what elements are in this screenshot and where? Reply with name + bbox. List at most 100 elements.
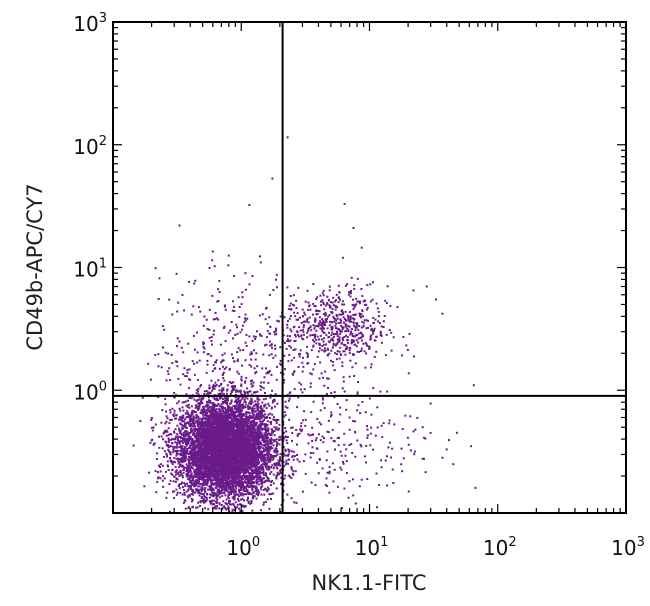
event-point bbox=[204, 476, 207, 479]
event-point bbox=[268, 438, 271, 441]
event-point bbox=[198, 466, 201, 469]
event-point bbox=[174, 438, 177, 441]
event-point bbox=[192, 415, 195, 418]
event-point bbox=[182, 409, 185, 412]
event-point bbox=[189, 486, 192, 489]
event-point bbox=[197, 488, 200, 491]
event-point bbox=[240, 429, 243, 432]
event-point bbox=[241, 403, 244, 406]
event-point bbox=[245, 463, 248, 466]
event-point bbox=[237, 445, 240, 447]
event-point bbox=[246, 432, 249, 434]
event-point bbox=[199, 401, 202, 404]
event-point bbox=[216, 498, 219, 501]
event-point bbox=[260, 460, 263, 463]
event-point bbox=[234, 484, 237, 487]
event-point bbox=[260, 429, 263, 431]
event-point bbox=[256, 441, 259, 443]
event-point bbox=[207, 404, 210, 407]
event-point bbox=[226, 414, 229, 417]
event-point bbox=[226, 461, 228, 464]
event-point bbox=[169, 479, 172, 482]
event-point bbox=[211, 389, 214, 392]
event-point bbox=[238, 507, 240, 510]
event-point bbox=[178, 461, 181, 464]
event-point bbox=[159, 463, 162, 466]
event-point bbox=[236, 407, 239, 410]
event-point bbox=[287, 458, 290, 461]
event-point bbox=[246, 499, 249, 502]
event-point bbox=[171, 463, 174, 466]
event-point bbox=[183, 489, 185, 491]
event-point bbox=[246, 440, 249, 443]
event-point bbox=[186, 430, 189, 433]
event-point bbox=[230, 485, 233, 488]
event-point bbox=[217, 399, 219, 402]
event-point bbox=[265, 446, 268, 449]
event-point bbox=[229, 453, 232, 456]
event-point bbox=[304, 472, 307, 475]
event-point bbox=[233, 453, 236, 456]
event-point bbox=[220, 504, 223, 506]
event-point bbox=[240, 440, 243, 443]
event-point bbox=[171, 407, 174, 410]
event-point bbox=[198, 405, 201, 408]
event-point bbox=[284, 405, 287, 408]
event-point bbox=[166, 454, 168, 457]
event-point bbox=[206, 478, 209, 481]
event-point bbox=[188, 439, 191, 442]
event-point bbox=[261, 408, 264, 411]
event-point bbox=[221, 442, 224, 445]
event-point bbox=[269, 460, 272, 463]
event-point bbox=[243, 472, 246, 474]
event-point bbox=[192, 453, 195, 456]
event-point bbox=[234, 489, 237, 492]
event-point bbox=[158, 446, 161, 449]
event-point bbox=[241, 436, 244, 439]
event-point bbox=[244, 412, 247, 415]
event-point bbox=[270, 498, 273, 500]
event-point bbox=[211, 493, 214, 496]
event-point bbox=[179, 409, 182, 412]
event-point bbox=[198, 446, 201, 449]
event-point bbox=[193, 398, 196, 401]
event-point bbox=[190, 488, 193, 491]
event-point bbox=[239, 475, 242, 478]
event-point bbox=[266, 423, 269, 426]
event-point bbox=[226, 410, 229, 413]
event-point bbox=[204, 436, 207, 439]
event-point bbox=[248, 458, 251, 461]
event-point bbox=[204, 455, 207, 458]
event-point bbox=[200, 440, 203, 443]
event-point bbox=[198, 443, 201, 446]
event-point bbox=[176, 451, 178, 454]
event-point bbox=[236, 493, 239, 496]
event-point bbox=[250, 502, 253, 504]
event-point bbox=[161, 464, 164, 467]
event-point bbox=[184, 451, 187, 454]
event-point bbox=[229, 488, 232, 491]
event-point bbox=[191, 455, 194, 458]
event-point bbox=[205, 496, 208, 499]
event-point bbox=[210, 428, 213, 431]
event-point bbox=[219, 489, 222, 492]
event-point bbox=[214, 494, 216, 497]
event-point bbox=[237, 418, 240, 420]
event-point bbox=[216, 452, 219, 455]
event-point bbox=[239, 469, 242, 472]
event-point bbox=[165, 429, 168, 432]
event-point bbox=[280, 483, 282, 486]
event-point bbox=[236, 424, 239, 427]
event-point bbox=[202, 425, 205, 428]
event-point bbox=[256, 482, 258, 485]
event-point bbox=[197, 472, 200, 475]
event-point bbox=[180, 447, 183, 449]
event-point bbox=[216, 493, 219, 496]
event-point bbox=[232, 433, 234, 436]
event-point bbox=[228, 449, 231, 452]
event-point bbox=[185, 416, 188, 419]
event-point bbox=[227, 473, 230, 476]
event-point bbox=[203, 484, 206, 486]
event-point bbox=[172, 415, 175, 418]
event-point bbox=[191, 422, 194, 425]
